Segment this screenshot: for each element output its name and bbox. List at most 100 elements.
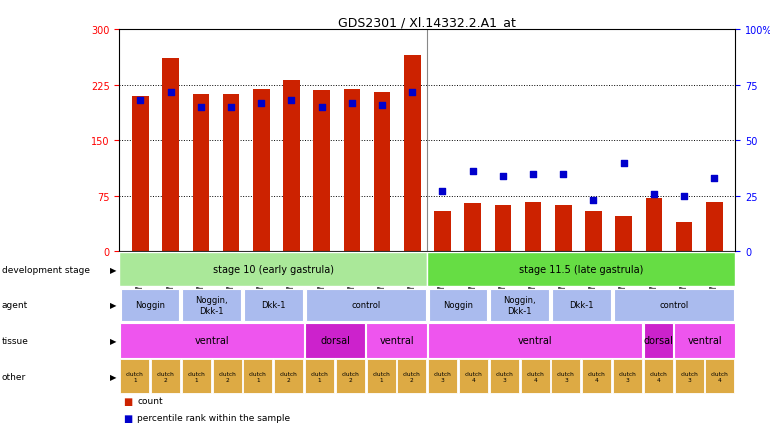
Point <box>648 191 660 197</box>
Bar <box>343 89 360 252</box>
Bar <box>120 359 149 393</box>
Text: Dkk-1: Dkk-1 <box>569 301 594 309</box>
Text: ▶: ▶ <box>110 336 116 345</box>
Point <box>618 160 630 167</box>
Text: other: other <box>2 372 25 381</box>
Bar <box>397 359 427 393</box>
Point <box>225 105 237 112</box>
Bar <box>644 324 673 358</box>
Bar <box>253 89 270 252</box>
Point <box>467 168 479 175</box>
Bar <box>244 289 303 321</box>
Bar <box>675 359 704 393</box>
Bar <box>552 289 611 321</box>
Text: dorsal: dorsal <box>644 336 673 345</box>
Point <box>376 102 388 109</box>
Point <box>557 171 569 178</box>
Point <box>134 98 146 105</box>
Point <box>346 100 358 107</box>
Bar <box>151 359 180 393</box>
Text: clutch
2: clutch 2 <box>156 371 175 381</box>
Bar <box>305 324 365 358</box>
Bar <box>274 359 303 393</box>
Bar <box>283 81 300 252</box>
Bar <box>428 324 642 358</box>
Bar <box>429 289 487 321</box>
Title: GDS2301 / Xl.14332.2.A1_at: GDS2301 / Xl.14332.2.A1_at <box>338 16 517 29</box>
Point <box>255 100 267 107</box>
Bar <box>490 359 519 393</box>
Text: ■: ■ <box>123 396 132 405</box>
Bar <box>494 206 511 252</box>
Text: clutch
1: clutch 1 <box>249 371 267 381</box>
Point <box>678 193 690 200</box>
Bar <box>119 253 427 286</box>
Text: control: control <box>351 301 380 309</box>
Text: clutch
3: clutch 3 <box>557 371 575 381</box>
Bar <box>182 359 211 393</box>
Bar <box>459 359 488 393</box>
Bar <box>613 359 642 393</box>
Bar <box>162 59 179 252</box>
Text: ventral: ventral <box>380 336 413 345</box>
Bar <box>313 91 330 252</box>
Point <box>588 197 600 204</box>
Bar <box>121 289 179 321</box>
Text: clutch
2: clutch 2 <box>280 371 298 381</box>
Bar <box>367 359 396 393</box>
Point <box>497 173 509 180</box>
Point <box>316 105 328 112</box>
Text: Dkk-1: Dkk-1 <box>261 301 286 309</box>
Bar <box>428 359 457 393</box>
Text: clutch
3: clutch 3 <box>680 371 698 381</box>
Bar <box>213 359 242 393</box>
Bar <box>243 359 273 393</box>
Bar <box>521 359 550 393</box>
Text: agent: agent <box>2 301 28 309</box>
Point <box>406 89 418 96</box>
Text: clutch
4: clutch 4 <box>526 371 544 381</box>
Bar <box>555 206 571 252</box>
Text: clutch
1: clutch 1 <box>372 371 390 381</box>
Bar <box>367 324 427 358</box>
Bar <box>490 289 549 321</box>
Point <box>195 105 207 112</box>
Text: ▶: ▶ <box>110 301 116 309</box>
Text: clutch
2: clutch 2 <box>218 371 236 381</box>
Point <box>165 89 177 96</box>
Point <box>286 98 298 105</box>
Bar <box>192 95 209 252</box>
Text: control: control <box>659 301 688 309</box>
Bar <box>644 359 673 393</box>
Point <box>437 188 449 195</box>
Text: Noggin: Noggin <box>444 301 473 309</box>
Bar <box>306 289 426 321</box>
Bar <box>336 359 365 393</box>
Bar <box>614 289 734 321</box>
Text: clutch
4: clutch 4 <box>464 371 483 381</box>
Bar <box>427 253 735 286</box>
Bar <box>524 203 541 252</box>
Text: ventral: ventral <box>688 336 721 345</box>
Bar <box>676 222 692 252</box>
Text: ventral: ventral <box>518 336 552 345</box>
Text: clutch
2: clutch 2 <box>403 371 421 381</box>
Bar <box>373 93 390 252</box>
Text: clutch
3: clutch 3 <box>618 371 637 381</box>
Text: clutch
1: clutch 1 <box>187 371 206 381</box>
Bar <box>434 211 450 252</box>
Text: dorsal: dorsal <box>320 336 350 345</box>
Bar <box>585 211 601 252</box>
Point <box>708 175 721 182</box>
Text: clutch
4: clutch 4 <box>711 371 729 381</box>
Bar <box>645 199 662 252</box>
Bar <box>551 359 581 393</box>
Text: Noggin: Noggin <box>136 301 165 309</box>
Bar <box>675 324 735 358</box>
Bar <box>705 359 735 393</box>
Bar <box>464 204 481 252</box>
Text: stage 10 (early gastrula): stage 10 (early gastrula) <box>213 265 334 274</box>
Text: Noggin,
Dkk-1: Noggin, Dkk-1 <box>196 296 228 315</box>
Text: clutch
3: clutch 3 <box>495 371 514 381</box>
Text: ■: ■ <box>123 413 132 423</box>
